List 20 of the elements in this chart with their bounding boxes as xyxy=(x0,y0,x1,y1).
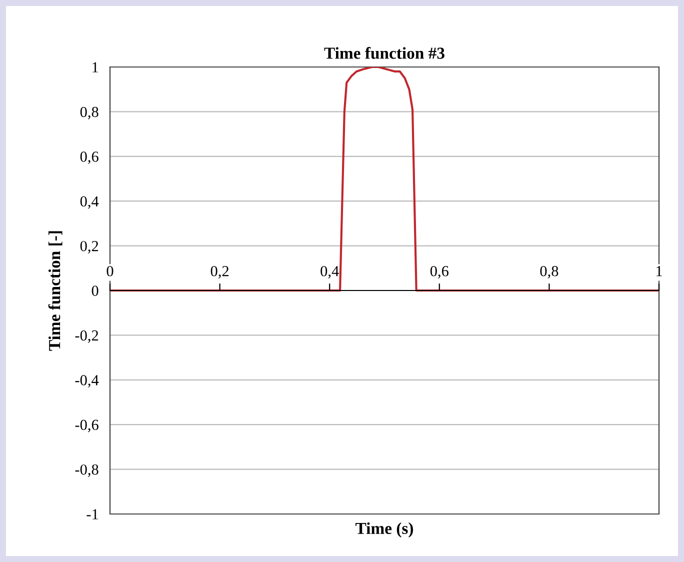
chart-title: Time function #3 xyxy=(324,46,444,59)
y-tick-label: 0 xyxy=(92,286,98,296)
y-tick-label: -0,8 xyxy=(75,464,98,477)
y-tick-label: 0,2 xyxy=(80,240,98,254)
x-axis-title: Time (s) xyxy=(356,522,414,538)
x-tick-label: 1 xyxy=(656,266,662,276)
y-tick-label: -0,6 xyxy=(75,420,98,432)
y-tick-label: 0,4 xyxy=(80,196,99,209)
x-tick-label: 0,6 xyxy=(430,266,448,278)
x-tick-label: 0,2 xyxy=(210,266,229,278)
y-tick-label: -0,4 xyxy=(75,375,99,388)
x-tick-label: 0,8 xyxy=(540,266,558,278)
y-tick-label: -0,2 xyxy=(75,330,98,343)
x-tick-label: 0,4 xyxy=(320,266,339,278)
y-tick-label: 0,6 xyxy=(80,152,98,164)
y-tick-label: 0,8 xyxy=(80,106,98,120)
y-axis-title: Time function [-] xyxy=(48,231,62,351)
x-tick-label: 0 xyxy=(106,266,114,276)
y-tick-label: -1 xyxy=(86,509,98,520)
y-tick-label: 1 xyxy=(92,62,98,72)
